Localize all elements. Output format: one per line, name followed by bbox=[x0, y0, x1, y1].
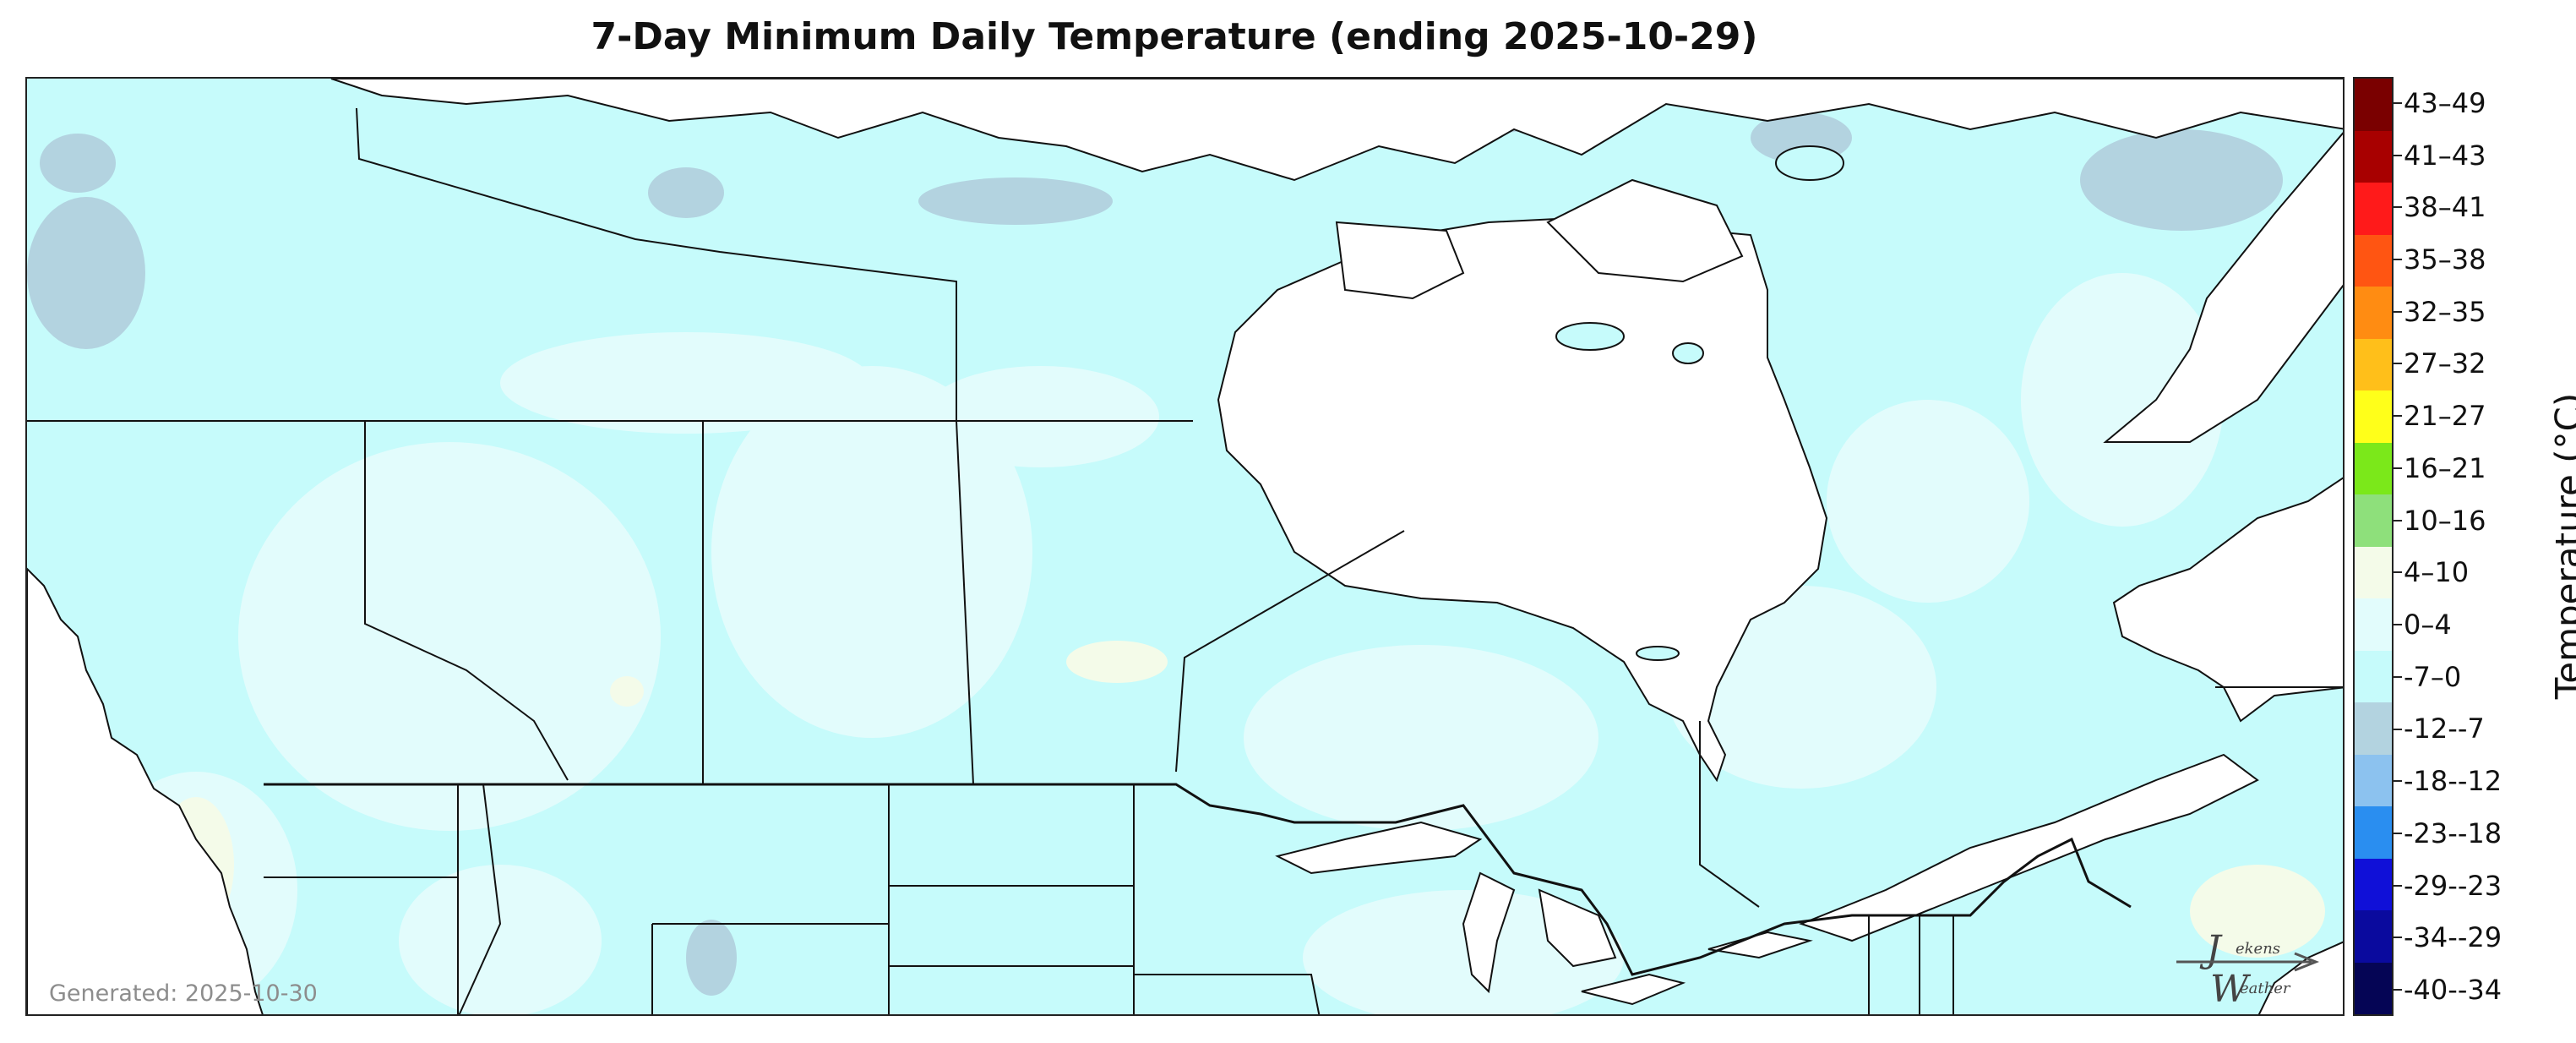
colorbar-tick bbox=[2394, 467, 2402, 469]
st-lawrence bbox=[1799, 753, 2259, 942]
colorbar-swatch bbox=[2355, 858, 2392, 910]
generated-timestamp: Generated: 2025-10-30 bbox=[49, 980, 318, 1007]
colorbar-label: -40--34 bbox=[2404, 974, 2502, 1007]
colorbar-swatch bbox=[2355, 287, 2392, 339]
colorbar-label: -34--29 bbox=[2404, 921, 2502, 954]
colorbar-swatch bbox=[2355, 390, 2392, 443]
colorbar-tick bbox=[2394, 363, 2402, 365]
colorbar-label: 27–32 bbox=[2404, 347, 2486, 380]
hudson-islands bbox=[1555, 145, 1844, 661]
colorbar-swatch bbox=[2355, 79, 2392, 131]
colorbar-swatch bbox=[2355, 183, 2392, 235]
colorbar-swatch bbox=[2355, 546, 2392, 598]
colorbar-label: -23--18 bbox=[2404, 816, 2502, 849]
colorbar-swatch bbox=[2355, 806, 2392, 859]
map-canvas bbox=[27, 79, 2343, 1014]
colorbar-swatch bbox=[2355, 754, 2392, 806]
colorbar-label: 16–21 bbox=[2404, 451, 2486, 484]
colorbar-label: 21–27 bbox=[2404, 400, 2486, 433]
logo-word-top: ekens bbox=[2236, 940, 2280, 958]
colorbar-label: 38–41 bbox=[2404, 191, 2486, 224]
colorbar-label: 32–35 bbox=[2404, 295, 2486, 328]
colorbar-tick bbox=[2394, 259, 2402, 261]
foxe-basin-water bbox=[1546, 178, 1744, 283]
colorbar-tick bbox=[2394, 780, 2402, 783]
logo-arrow-icon bbox=[2176, 952, 2320, 972]
colorbar-swatch bbox=[2355, 338, 2392, 390]
colorbar-label: 43–49 bbox=[2404, 86, 2486, 119]
logo-initial-j: J bbox=[2199, 928, 2223, 971]
colorbar-tick bbox=[2394, 937, 2402, 939]
colorbar-swatch bbox=[2355, 650, 2392, 702]
colorbar-label: 35–38 bbox=[2404, 243, 2486, 276]
provincial-borders bbox=[27, 107, 2343, 908]
warm-patches bbox=[95, 273, 2224, 1014]
colorbar-tick bbox=[2394, 519, 2402, 522]
colorbar-label: 0–4 bbox=[2404, 609, 2452, 642]
colorbar-tick bbox=[2394, 989, 2402, 991]
atlantic-southeast bbox=[2257, 941, 2343, 1014]
colorbar-label: -29--23 bbox=[2404, 869, 2502, 902]
colorbar-tick bbox=[2394, 154, 2402, 156]
colorbar-swatch bbox=[2355, 130, 2392, 183]
colorbar-title: Temperature (°C) bbox=[2547, 392, 2576, 700]
us-state-borders bbox=[264, 784, 1954, 1014]
temperature-map[interactable] bbox=[25, 77, 2345, 1016]
colorbar-swatch bbox=[2355, 598, 2392, 651]
mekens-weather-logo: J ekens W eather bbox=[2176, 928, 2320, 1010]
logo-word-bottom: eather bbox=[2240, 980, 2291, 997]
colorbar-label: -18--12 bbox=[2404, 765, 2502, 798]
colorbar-swatch bbox=[2355, 442, 2392, 494]
colorbar-label: -12--7 bbox=[2404, 713, 2485, 745]
colorbar-tick bbox=[2394, 728, 2402, 730]
colorbar-swatch bbox=[2355, 962, 2392, 1014]
colorbar-label: 10–16 bbox=[2404, 504, 2486, 537]
colorbar-swatch bbox=[2355, 702, 2392, 755]
labrador-sea bbox=[2103, 132, 2343, 443]
colorbar-tick bbox=[2394, 675, 2402, 678]
arctic-channel bbox=[1335, 221, 1465, 300]
arctic-waters bbox=[330, 79, 2343, 182]
colorbar-tick bbox=[2394, 884, 2402, 887]
colorbar-tick bbox=[2394, 101, 2402, 104]
colorbar-tick bbox=[2394, 832, 2402, 834]
colorbar-label: 41–43 bbox=[2404, 139, 2486, 172]
colorbar bbox=[2353, 77, 2394, 1016]
colorbar-swatch bbox=[2355, 234, 2392, 287]
colorbar-tick bbox=[2394, 415, 2402, 418]
colorbar-label: -7–0 bbox=[2404, 660, 2462, 693]
great-lakes bbox=[1275, 821, 1813, 1006]
colorbar-swatch bbox=[2355, 910, 2392, 963]
atlantic-waters bbox=[2112, 477, 2343, 723]
colorbar-swatch bbox=[2355, 494, 2392, 547]
us-border bbox=[264, 783, 2132, 976]
logo-initial-w: W bbox=[2210, 968, 2252, 1010]
colorbar-tick bbox=[2394, 206, 2402, 209]
colorbar-tick bbox=[2394, 571, 2402, 574]
colorbar-labels: 43–49 41–43 38–41 35–38 32–35 27–32 21–27 16–21… bbox=[2404, 77, 2530, 1016]
map-title: 7-Day Minimum Daily Temperature (ending … bbox=[591, 15, 1758, 58]
colorbar-tick bbox=[2394, 624, 2402, 626]
colorbar-label: 4–10 bbox=[2404, 556, 2470, 589]
colorbar-tick bbox=[2394, 310, 2402, 313]
pacific-coast bbox=[27, 567, 264, 1014]
